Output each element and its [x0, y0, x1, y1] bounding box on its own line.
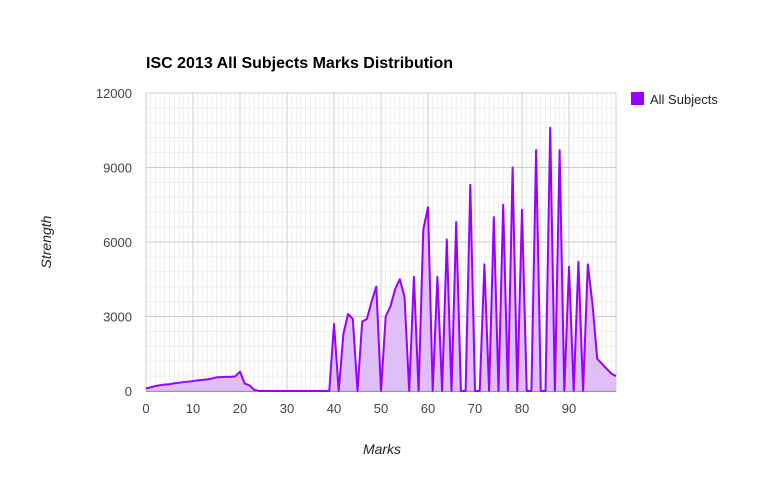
legend-label: All Subjects: [650, 92, 718, 107]
legend-swatch: [631, 92, 644, 105]
legend[interactable]: All Subjects: [631, 92, 718, 107]
x-tick-label: 90: [562, 401, 576, 416]
chart-title: ISC 2013 All Subjects Marks Distribution: [146, 55, 453, 72]
x-tick-label: 50: [374, 401, 388, 416]
y-tick-label: 0: [125, 384, 132, 399]
x-tick-label: 70: [468, 401, 482, 416]
series-layer: [145, 126, 617, 392]
series-area: [146, 127, 616, 392]
x-tick-label: 10: [186, 401, 200, 416]
x-tick-label: 20: [233, 401, 247, 416]
x-axis-label: Marks: [363, 441, 401, 457]
x-tick-label: 30: [280, 401, 294, 416]
y-tick-label: 6000: [103, 235, 132, 250]
x-tick-label: 0: [142, 401, 149, 416]
y-tick-label: 3000: [103, 310, 132, 325]
x-tick-label: 40: [327, 401, 341, 416]
x-tick-label: 60: [421, 401, 435, 416]
y-axis-label: Strength: [38, 215, 54, 268]
axis-layer: 0 10 20 30 40 50 60 70 80 90 0 3000 6000 9000 12000: [96, 86, 576, 416]
x-tick-label: 80: [515, 401, 529, 416]
y-tick-label: 9000: [103, 161, 132, 176]
series-line: [145, 126, 617, 392]
y-tick-label: 12000: [96, 86, 132, 101]
